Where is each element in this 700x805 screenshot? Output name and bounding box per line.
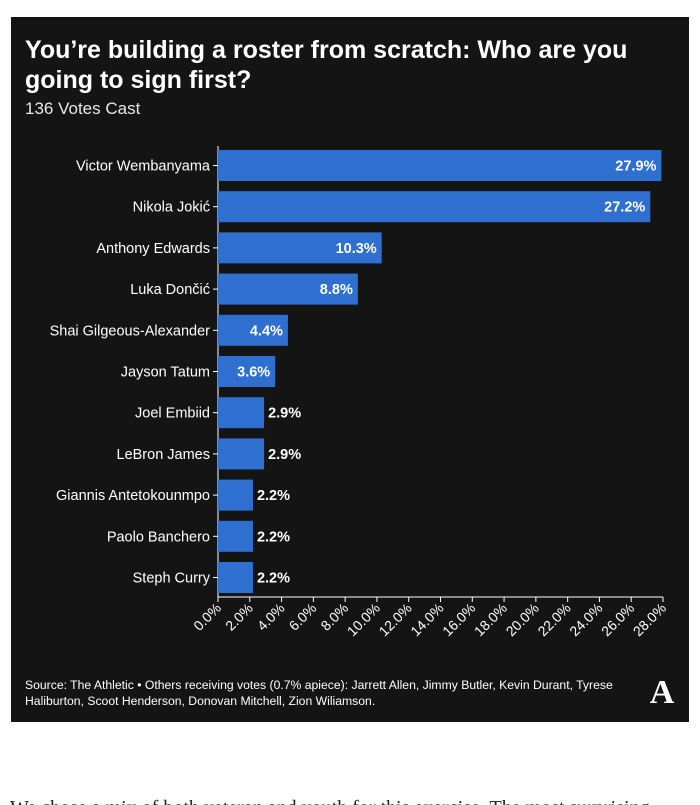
- votes-cast-subtitle: 136 Votes Cast: [25, 99, 141, 118]
- bar-value-label: 2.2%: [257, 529, 290, 545]
- x-tick-label: 24.0%: [566, 600, 605, 639]
- bar: [218, 520, 253, 552]
- bar: [218, 479, 253, 511]
- category-label: Luka Dončić: [130, 282, 210, 298]
- bar-value-label: 2.9%: [268, 447, 301, 463]
- category-label: Joel Embiid: [135, 406, 210, 422]
- article-partial-line: We chose a mix of both veteran and youth…: [10, 797, 650, 805]
- chart-title: You’re building a roster from scratch: W…: [25, 36, 628, 94]
- x-tick-label: 10.0%: [344, 600, 383, 639]
- category-label: Steph Curry: [133, 571, 211, 587]
- x-tick-label: 6.0%: [286, 600, 320, 634]
- bar-value-label: 2.2%: [257, 571, 290, 587]
- x-tick-label: 2.0%: [222, 600, 256, 634]
- category-label: Anthony Edwards: [96, 241, 210, 257]
- bar-value-label: 10.3%: [336, 241, 377, 257]
- bar: [218, 438, 265, 470]
- x-tick-label: 26.0%: [598, 600, 637, 639]
- bar-value-label: 27.2%: [604, 200, 645, 216]
- x-tick-label: 4.0%: [254, 600, 288, 634]
- category-label: LeBron James: [117, 447, 211, 463]
- bar: [218, 562, 253, 593]
- x-tick-label: 18.0%: [471, 600, 510, 639]
- poll-chart-card: You’re building a roster from scratch: W…: [11, 17, 689, 722]
- x-tick-label: 28.0%: [630, 600, 669, 639]
- bar: [218, 191, 651, 223]
- x-tick-label: 16.0%: [439, 600, 478, 639]
- x-tick-label: 22.0%: [534, 600, 573, 639]
- category-label: Paolo Banchero: [107, 529, 210, 545]
- bar-value-label: 27.9%: [615, 159, 656, 175]
- bar-value-label: 2.2%: [257, 488, 290, 504]
- bar: [218, 232, 382, 264]
- x-tick-label: 12.0%: [375, 600, 414, 639]
- category-label: Shai Gilgeous-Alexander: [50, 323, 211, 339]
- bar: [218, 314, 288, 346]
- bar-value-label: 4.4%: [250, 323, 283, 339]
- x-tick-label: 14.0%: [407, 600, 446, 639]
- bar: [218, 356, 276, 387]
- x-tick-label: 0.0%: [190, 600, 224, 634]
- svg-text:A: A: [650, 674, 675, 707]
- bar: [218, 150, 662, 181]
- bar: [218, 273, 358, 305]
- category-label: Victor Wembanyama: [76, 159, 211, 175]
- bar-value-label: 3.6%: [237, 365, 270, 381]
- bar-chart: Victor Wembanyama 27.9% Nikola Jokić 27.2% A…: [50, 146, 669, 639]
- the-athletic-logo-icon: A: [650, 674, 675, 707]
- x-tick-label: 20.0%: [503, 600, 542, 639]
- bar-value-label: 8.8%: [320, 282, 353, 298]
- source-note: Source: The Athletic • Others receiving …: [25, 678, 613, 708]
- bar: [218, 397, 265, 429]
- category-label: Giannis Antetokounmpo: [56, 488, 210, 504]
- category-label: Nikola Jokić: [133, 200, 210, 216]
- bar-value-label: 2.9%: [268, 406, 301, 422]
- article-text-clipped: We chose a mix of both veteran and youth…: [10, 790, 700, 805]
- category-label: Jayson Tatum: [121, 365, 210, 381]
